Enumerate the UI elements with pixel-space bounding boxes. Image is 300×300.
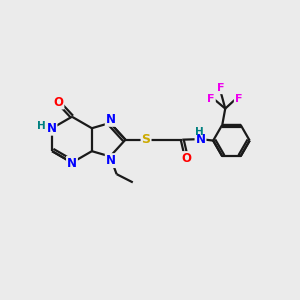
Text: N: N — [46, 122, 56, 135]
Text: O: O — [53, 95, 63, 109]
Text: N: N — [67, 157, 77, 170]
Text: F: F — [235, 94, 242, 104]
Text: F: F — [207, 94, 215, 104]
Text: S: S — [142, 133, 151, 146]
Text: H: H — [195, 127, 203, 137]
Text: F: F — [217, 83, 224, 93]
Text: N: N — [106, 154, 116, 167]
Text: N: N — [106, 113, 116, 126]
Text: N: N — [196, 133, 206, 146]
Text: H: H — [37, 122, 45, 131]
Text: O: O — [182, 152, 191, 165]
